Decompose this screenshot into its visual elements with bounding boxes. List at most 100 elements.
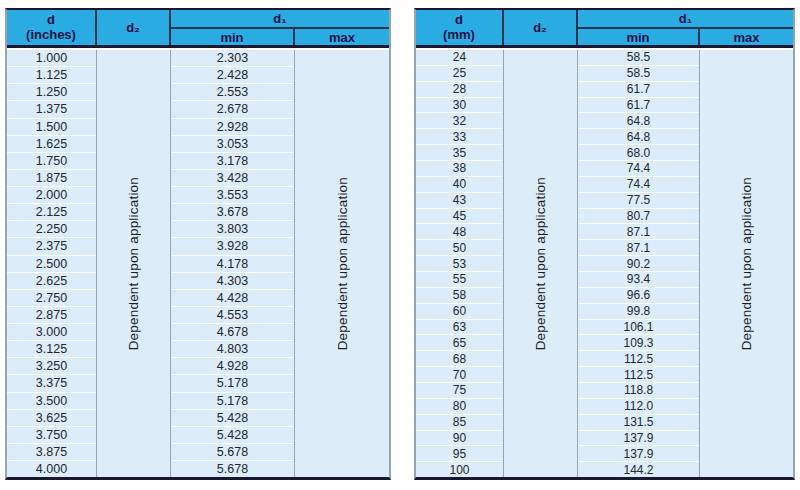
min-value-cell: 144.2 <box>578 461 699 477</box>
d-value-cell: 65 <box>416 334 503 350</box>
d-value-cell: 35 <box>416 144 503 160</box>
d-value-cell: 55 <box>416 271 503 287</box>
column-header-d-mm: d (mm) <box>416 10 504 45</box>
mm-table-body: 2425283032333538404345485053555860636568… <box>416 48 793 477</box>
d-value-cell: 60 <box>416 303 503 319</box>
d-value-cell: 3.625 <box>7 409 96 426</box>
min-value-cell: 99.8 <box>578 303 699 319</box>
max-dependent-note: Dependent upon application <box>335 177 350 350</box>
min-value-cell: 4.303 <box>171 272 294 289</box>
header-d-symbol: d <box>47 13 55 28</box>
max-dependent-note: Dependent upon application <box>739 177 754 350</box>
d-value-cell: 33 <box>416 128 503 144</box>
header-d-symbol: d <box>455 13 463 28</box>
dimension-tables-page: d (inches) d₂ d₁ min max 1.0001.1251.250… <box>0 0 800 480</box>
d-value-cell: 3.500 <box>7 392 96 409</box>
min-value-cell: 74.4 <box>578 176 699 192</box>
min-value-cell: 87.1 <box>578 239 699 255</box>
min-value-cell: 5.178 <box>171 374 294 391</box>
d-value-cell: 68 <box>416 350 503 366</box>
d2-dependent-note: Dependent upon application <box>533 177 548 350</box>
d-value-cell: 40 <box>416 176 503 192</box>
d-value-cell: 50 <box>416 239 503 255</box>
mm-table-header: d (mm) d₂ d₁ min max <box>416 10 793 48</box>
d-value-cell: 2.250 <box>7 220 96 237</box>
d-value-cell: 43 <box>416 192 503 208</box>
min-value-cell: 4.678 <box>171 323 294 340</box>
mm-min-column: 58.558.561.761.764.864.868.074.474.477.5… <box>578 50 700 477</box>
d-value-cell: 28 <box>416 81 503 97</box>
d-value-cell: 75 <box>416 382 503 398</box>
min-value-cell: 2.553 <box>171 83 294 100</box>
min-value-cell: 112.5 <box>578 366 699 382</box>
column-header-d-inches: d (inches) <box>7 10 97 45</box>
min-value-cell: 4.928 <box>171 357 294 374</box>
mm-table: d (mm) d₂ d₁ min max 2425283032333538404… <box>414 8 795 480</box>
d-value-cell: 30 <box>416 97 503 113</box>
min-value-cell: 58.5 <box>578 65 699 81</box>
min-value-cell: 3.053 <box>171 135 294 152</box>
d-value-cell: 3.000 <box>7 323 96 340</box>
min-value-cell: 112.5 <box>578 350 699 366</box>
min-value-cell: 96.6 <box>578 287 699 303</box>
d-value-cell: 48 <box>416 223 503 239</box>
column-header-min: min <box>171 29 295 45</box>
min-value-cell: 87.1 <box>578 223 699 239</box>
min-value-cell: 2.303 <box>171 50 294 66</box>
min-value-cell: 5.678 <box>171 460 294 477</box>
d-value-cell: 80 <box>416 398 503 414</box>
header-d-unit: (inches) <box>26 28 76 43</box>
d-value-cell: 1.875 <box>7 169 96 186</box>
column-header-max: max <box>295 29 389 45</box>
d-value-cell: 32 <box>416 112 503 128</box>
d-value-cell: 45 <box>416 208 503 224</box>
min-value-cell: 77.5 <box>578 192 699 208</box>
d-value-cell: 3.250 <box>7 357 96 374</box>
column-header-min: min <box>578 29 700 45</box>
min-value-cell: 109.3 <box>578 334 699 350</box>
d-value-cell: 3.375 <box>7 374 96 391</box>
d-value-cell: 3.875 <box>7 443 96 460</box>
min-value-cell: 4.803 <box>171 340 294 357</box>
d-value-cell: 3.125 <box>7 340 96 357</box>
min-value-cell: 3.178 <box>171 152 294 169</box>
header-d-unit: (mm) <box>443 28 475 43</box>
min-value-cell: 3.428 <box>171 169 294 186</box>
min-value-cell: 112.0 <box>578 398 699 414</box>
column-header-d2: d₂ <box>504 10 578 45</box>
min-value-cell: 58.5 <box>578 50 699 65</box>
min-value-cell: 74.4 <box>578 160 699 176</box>
inches-table: d (inches) d₂ d₁ min max 1.0001.1251.250… <box>5 8 391 480</box>
min-value-cell: 64.8 <box>578 112 699 128</box>
d-value-cell: 100 <box>416 461 503 477</box>
inches-min-column: 2.3032.4282.5532.6782.9283.0533.1783.428… <box>171 50 295 477</box>
column-header-d1: d₁ <box>171 10 389 29</box>
d-value-cell: 95 <box>416 445 503 461</box>
d-value-cell: 1.500 <box>7 118 96 135</box>
mm-d2-column: Dependent upon application <box>504 50 578 477</box>
min-value-cell: 2.928 <box>171 118 294 135</box>
column-header-max: max <box>700 29 793 45</box>
d-value-cell: 3.750 <box>7 426 96 443</box>
min-value-cell: 131.5 <box>578 414 699 430</box>
d-value-cell: 58 <box>416 287 503 303</box>
d-value-cell: 1.125 <box>7 66 96 83</box>
d-value-cell: 24 <box>416 50 503 65</box>
min-value-cell: 68.0 <box>578 144 699 160</box>
min-value-cell: 3.553 <box>171 186 294 203</box>
d-value-cell: 2.875 <box>7 306 96 323</box>
min-value-cell: 2.678 <box>171 100 294 117</box>
d-value-cell: 2.625 <box>7 272 96 289</box>
d-value-cell: 1.250 <box>7 83 96 100</box>
inches-d2-column: Dependent upon application <box>97 50 171 477</box>
d-value-cell: 2.000 <box>7 186 96 203</box>
min-value-cell: 3.928 <box>171 237 294 254</box>
d-value-cell: 53 <box>416 255 503 271</box>
min-value-cell: 5.428 <box>171 409 294 426</box>
min-value-cell: 61.7 <box>578 97 699 113</box>
inches-table-body: 1.0001.1251.2501.3751.5001.6251.7501.875… <box>7 48 389 477</box>
d-value-cell: 1.375 <box>7 100 96 117</box>
min-value-cell: 5.428 <box>171 426 294 443</box>
min-value-cell: 3.803 <box>171 220 294 237</box>
column-header-d2: d₂ <box>97 10 171 45</box>
